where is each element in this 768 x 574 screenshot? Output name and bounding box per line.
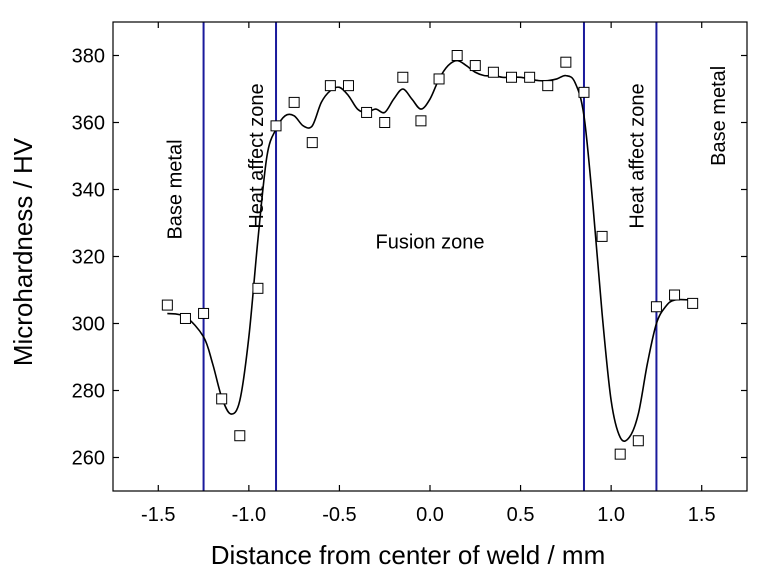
- y-tick-label-0: 260: [72, 448, 105, 470]
- data-point-8: [306, 137, 318, 149]
- data-point-6: [270, 120, 282, 132]
- zone-label-2: Fusion zone: [376, 231, 485, 253]
- annotations-layer: Base metal Heat affect zone Fusion zone Hea…: [165, 66, 730, 254]
- data-point-3: [216, 393, 228, 405]
- x-tick-label-4: 0.5: [507, 504, 535, 526]
- data-point-21: [542, 80, 554, 92]
- zone-label-4: Base metal: [708, 66, 730, 166]
- y-tick-label-3: 320: [72, 247, 105, 269]
- data-point-29: [687, 297, 699, 309]
- data-point-2: [198, 307, 210, 319]
- y-tick-label-5: 360: [72, 113, 105, 135]
- plot-frame: [112, 21, 748, 492]
- data-point-18: [487, 66, 499, 78]
- x-tick-label-6: 1.5: [688, 504, 716, 526]
- data-point-28: [669, 289, 681, 301]
- data-point-19: [506, 71, 518, 83]
- data-point-14: [415, 115, 427, 127]
- fit-curve-layer: [167, 59, 693, 442]
- data-points-layer: [161, 50, 699, 460]
- data-point-11: [361, 106, 373, 118]
- data-point-23: [578, 86, 590, 98]
- zone-boundary-lines: [202, 22, 658, 491]
- data-point-4: [234, 430, 246, 442]
- data-point-9: [324, 80, 336, 92]
- y-tick-label-2: 300: [72, 314, 105, 336]
- data-point-0: [161, 299, 173, 311]
- data-point-7: [288, 96, 300, 108]
- fit-curve: [167, 59, 693, 442]
- x-tick-label-1: -1.0: [232, 504, 266, 526]
- data-point-17: [469, 60, 481, 72]
- y-tick-label-4: 340: [72, 180, 105, 202]
- data-point-10: [342, 80, 354, 92]
- data-point-22: [560, 56, 572, 68]
- zone-label-3: Heat affect zone: [627, 83, 649, 228]
- data-point-1: [179, 312, 191, 324]
- y-axis-title: Microhardness / HV: [8, 137, 38, 366]
- data-point-25: [614, 448, 626, 460]
- zone-label-1: Heat affect zone: [246, 83, 268, 228]
- axes-layer: -1.5 -1.0 -0.5 0.0 0.5 1.0 1.5 260 280 300 320 340 3…: [72, 21, 748, 526]
- x-tick-label-2: -0.5: [322, 504, 356, 526]
- x-tick-label-3: 0.0: [416, 504, 444, 526]
- data-point-5: [252, 282, 264, 294]
- y-tick-label-6: 380: [72, 46, 105, 68]
- data-point-13: [397, 71, 409, 83]
- data-point-15: [433, 73, 445, 85]
- x-axis-title: Distance from center of weld / mm: [211, 540, 605, 570]
- data-point-16: [451, 50, 463, 61]
- x-tick-label-5: 1.0: [597, 504, 625, 526]
- y-tick-label-1: 280: [72, 381, 105, 403]
- data-point-20: [524, 71, 536, 83]
- data-point-27: [650, 301, 662, 313]
- data-point-24: [596, 230, 608, 242]
- data-point-12: [379, 117, 391, 128]
- data-point-26: [632, 435, 644, 447]
- x-tick-label-0: -1.5: [141, 504, 175, 526]
- zone-label-0: Base metal: [165, 139, 187, 239]
